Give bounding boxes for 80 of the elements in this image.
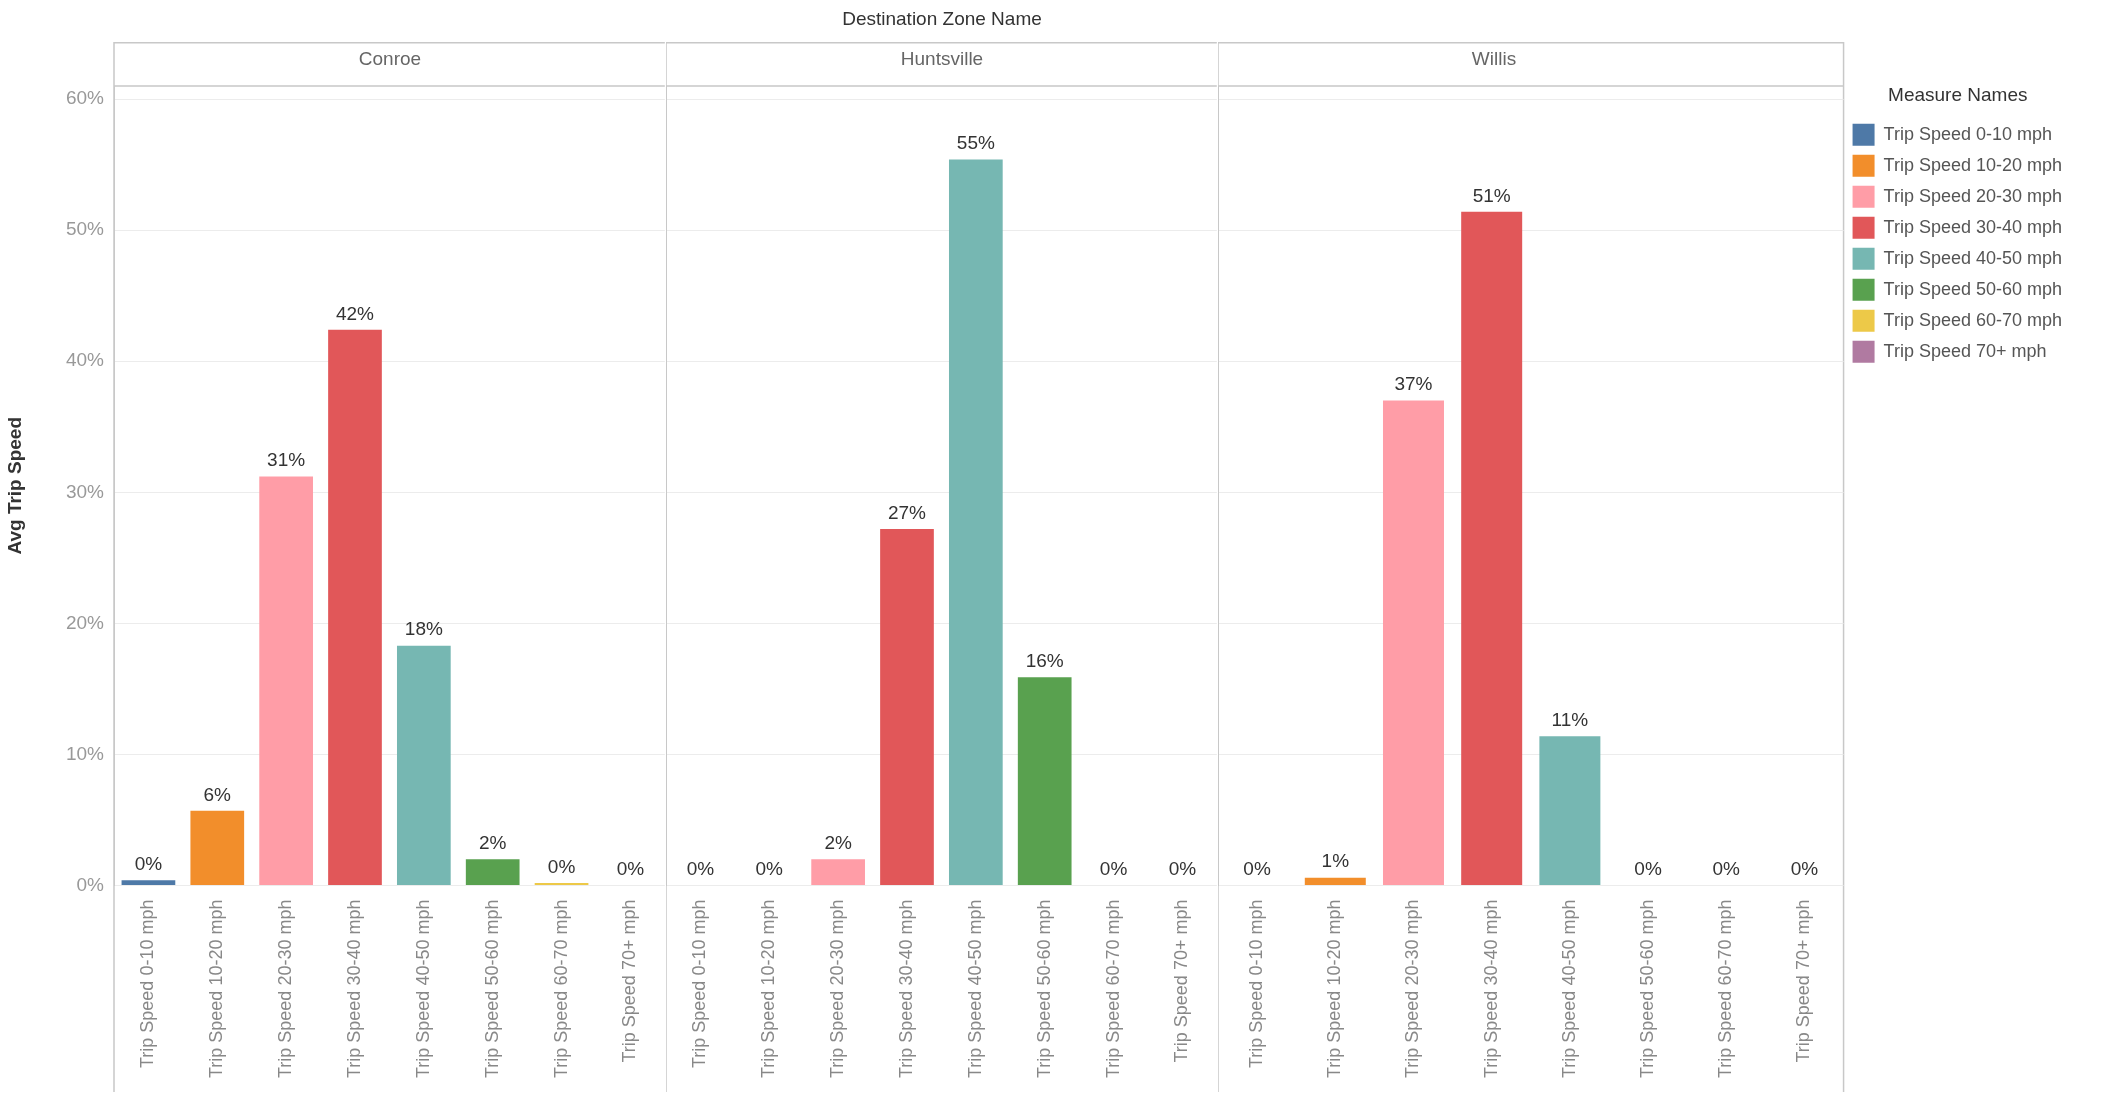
data-label: 0% — [1243, 858, 1271, 880]
y-tick-label: 0% — [76, 873, 105, 895]
x-tick-label: Trip Speed 10-20 mph — [1324, 899, 1345, 1078]
data-label: 31% — [267, 449, 306, 471]
y-tick-label: 50% — [65, 218, 105, 240]
x-tick-label: Trip Speed 60-70 mph — [1715, 899, 1736, 1078]
legend-label: Trip Speed 30-40 mph — [1883, 216, 2062, 237]
x-tick-label: Trip Speed 30-40 mph — [1480, 899, 1501, 1078]
data-label: 0% — [1168, 858, 1197, 880]
data-label: 18% — [404, 618, 443, 640]
chart-subtitle: Conroe — [357, 48, 423, 70]
chart-subtitle: Willis — [1470, 48, 1518, 70]
legend-label: Trip Speed 10-20 mph — [1883, 154, 2062, 175]
bar — [948, 159, 1003, 886]
bar — [259, 476, 313, 886]
bar — [121, 880, 176, 886]
x-tick-label: Trip Speed 50-60 mph — [1637, 899, 1658, 1078]
x-tick-label: Trip Speed 0-10 mph — [1246, 899, 1267, 1068]
data-label: 37% — [1394, 373, 1433, 395]
x-tick-label: Trip Speed 30-40 mph — [343, 899, 364, 1078]
data-label: 51% — [1472, 184, 1511, 206]
x-tick-label: Trip Speed 40-50 mph — [412, 899, 433, 1078]
x-tick-label: Trip Speed 0-10 mph — [137, 899, 158, 1068]
data-label: 27% — [887, 501, 927, 523]
bar — [534, 882, 589, 886]
data-label: 2% — [824, 832, 852, 854]
y-tick-label: 30% — [65, 480, 105, 502]
data-label: 0% — [1099, 858, 1128, 880]
x-tick-label: Trip Speed 30-40 mph — [895, 899, 916, 1078]
data-label: 55% — [956, 132, 995, 154]
data-label: 0% — [1634, 858, 1662, 880]
data-label: 0% — [1790, 858, 1819, 880]
y-axis-title: Avg Trip Speed — [3, 416, 25, 555]
x-tick-label: Trip Speed 20-30 mph — [827, 899, 848, 1078]
bar — [190, 810, 245, 886]
bar — [811, 859, 865, 886]
x-tick-label: Trip Speed 70+ mph — [619, 899, 640, 1063]
data-label: 16% — [1025, 649, 1064, 671]
legend-title: Measure Names — [1888, 83, 2028, 105]
chart-subtitle: Huntsville — [899, 48, 985, 70]
data-label: 42% — [335, 302, 375, 324]
data-label: 6% — [203, 783, 232, 805]
y-tick-label: 60% — [65, 87, 105, 109]
legend-label: Trip Speed 20-30 mph — [1883, 185, 2062, 206]
x-tick-label: Trip Speed 0-10 mph — [689, 899, 710, 1068]
legend-label: Trip Speed 60-70 mph — [1883, 309, 2062, 330]
bar — [465, 859, 520, 886]
legend-label: Trip Speed 40-50 mph — [1883, 247, 2062, 268]
legend-label: Trip Speed 70+ mph — [1883, 340, 2047, 361]
data-label: 0% — [616, 858, 645, 880]
chart-title: Destination Zone Name — [841, 8, 1043, 30]
data-label: 0% — [755, 858, 784, 880]
x-tick-label: Trip Speed 20-30 mph — [275, 899, 296, 1078]
x-tick-label: Trip Speed 50-60 mph — [1033, 899, 1054, 1078]
y-tick-label: 40% — [65, 349, 105, 371]
x-tick-label: Trip Speed 60-70 mph — [550, 899, 571, 1078]
x-tick-label: Trip Speed 10-20 mph — [758, 899, 779, 1078]
data-label: 11% — [1551, 708, 1589, 730]
bar — [880, 529, 934, 886]
data-label: 0% — [134, 853, 163, 875]
data-label: 0% — [547, 855, 576, 877]
y-tick-label: 20% — [65, 611, 105, 633]
x-tick-label: Trip Speed 40-50 mph — [964, 899, 985, 1078]
x-tick-label: Trip Speed 70+ mph — [1171, 899, 1192, 1063]
x-tick-label: Trip Speed 70+ mph — [1793, 899, 1814, 1063]
data-label: 0% — [686, 858, 715, 880]
bar — [396, 645, 451, 886]
x-tick-label: Trip Speed 20-30 mph — [1402, 899, 1423, 1078]
x-tick-label: Trip Speed 50-60 mph — [481, 899, 502, 1078]
bar — [1017, 677, 1072, 886]
data-label: 0% — [1712, 858, 1741, 880]
data-label: 1% — [1321, 850, 1350, 872]
data-label: 2% — [478, 832, 507, 854]
legend-label: Trip Speed 50-60 mph — [1883, 278, 2062, 299]
bar — [328, 329, 382, 886]
x-tick-label: Trip Speed 10-20 mph — [206, 899, 227, 1078]
y-tick-label: 10% — [65, 742, 105, 764]
legend-label: Trip Speed 0-10 mph — [1883, 123, 2052, 144]
x-tick-label: Trip Speed 60-70 mph — [1102, 899, 1123, 1078]
x-tick-label: Trip Speed 40-50 mph — [1558, 899, 1579, 1078]
